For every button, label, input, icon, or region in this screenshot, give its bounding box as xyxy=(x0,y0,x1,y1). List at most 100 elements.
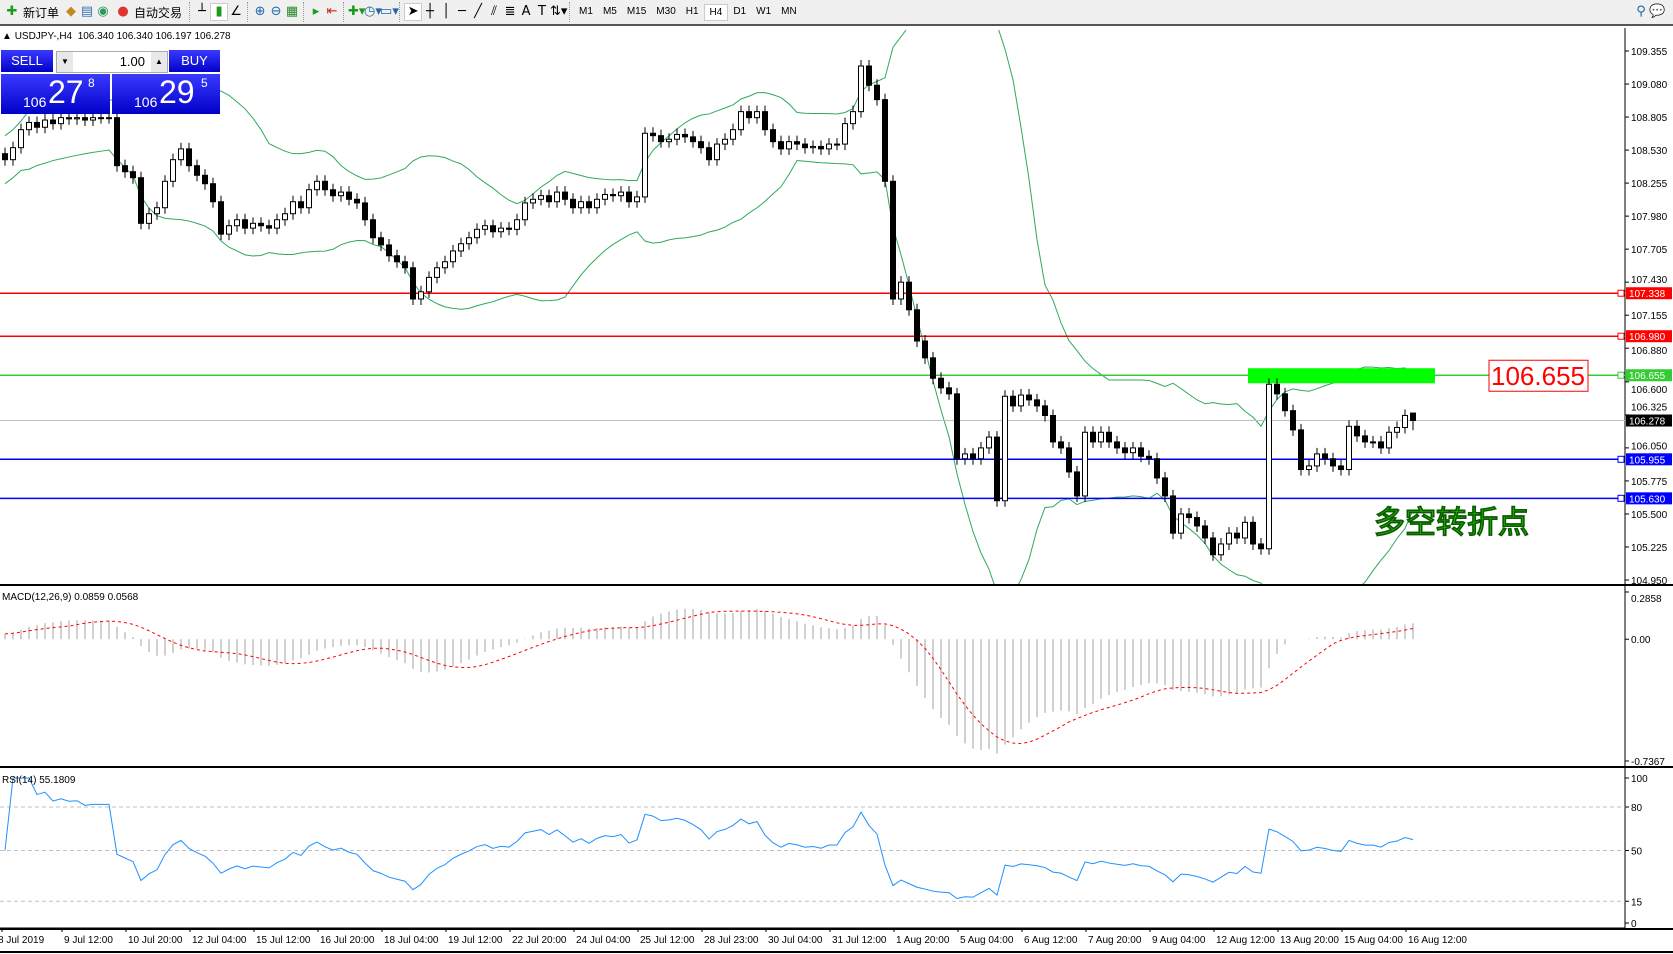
bearish-candle xyxy=(650,132,656,137)
price-tick-label: 109.355 xyxy=(1631,47,1668,58)
separator xyxy=(303,2,305,22)
price-tick-label: 107.980 xyxy=(1631,212,1668,223)
bearish-candle xyxy=(1410,412,1416,422)
indicators-icon[interactable]: ✚▾ xyxy=(348,4,366,19)
text-icon[interactable]: A xyxy=(521,4,531,19)
timeframe-w1[interactable]: W1 xyxy=(756,5,772,17)
lot-decrease-button[interactable]: ▼ xyxy=(57,52,73,72)
bearish-candle xyxy=(138,177,144,224)
bullish-candle xyxy=(162,180,168,209)
horizontal-line-icon[interactable]: ─ xyxy=(458,4,466,19)
bullish-candle xyxy=(26,121,32,131)
time-tick-label: 1 Aug 20:00 xyxy=(896,935,950,946)
bar-chart-icon[interactable]: ┴ xyxy=(198,4,206,19)
bearish-candle xyxy=(1234,532,1240,539)
candlestick-icon[interactable]: ▮ xyxy=(210,3,229,21)
bearish-candle xyxy=(626,191,632,203)
tile-windows-icon[interactable]: ▦ xyxy=(285,4,299,19)
vertical-line-icon[interactable]: │ xyxy=(442,4,450,19)
bearish-candle xyxy=(362,202,368,221)
auto-trading-icon: ● xyxy=(117,4,129,19)
rsi-tick-label: 50 xyxy=(1631,847,1643,858)
templates-icon[interactable]: ▭▾ xyxy=(380,4,399,19)
bearish-candle xyxy=(1042,405,1048,416)
bearish-candle xyxy=(1034,399,1040,407)
auto-scroll-icon[interactable]: ▸ xyxy=(312,4,320,19)
cursor-icon[interactable]: ➤ xyxy=(404,3,423,21)
price-panel xyxy=(0,30,1625,584)
lot-increase-button[interactable]: ▲ xyxy=(151,52,167,72)
sell-price[interactable]: 106 27 8 xyxy=(1,74,110,114)
bullish-candle xyxy=(634,196,640,203)
price-tick-label: 108.255 xyxy=(1631,179,1668,190)
periods-icon[interactable]: ◷▾ xyxy=(364,4,382,19)
bearish-candle xyxy=(354,198,360,204)
bullish-candle xyxy=(826,143,832,150)
bearish-candle xyxy=(802,143,808,149)
buy-price[interactable]: 106 29 5 xyxy=(112,74,220,114)
navigator-icon[interactable]: ◉ xyxy=(97,4,109,19)
bearish-candle xyxy=(746,111,752,119)
timeframe-h1[interactable]: H1 xyxy=(685,5,699,17)
rsi-tick-label: 100 xyxy=(1631,774,1648,785)
arrows-icon[interactable]: ⇅▾ xyxy=(550,4,568,19)
macd-tick-label: 0.00 xyxy=(1631,635,1651,646)
bearish-candle xyxy=(82,117,88,121)
lot-size-stepper[interactable]: ▼ 1.00 ▲ xyxy=(56,51,168,73)
bullish-candle xyxy=(522,202,528,221)
bullish-candle xyxy=(1130,447,1136,454)
new-order-button[interactable]: ✚ 新订单 xyxy=(0,1,63,23)
bearish-candle xyxy=(378,237,384,246)
zoom-in-icon[interactable]: ⊕ xyxy=(254,4,266,19)
channel-icon[interactable]: ⫽ xyxy=(491,4,497,19)
bullish-candle xyxy=(530,198,536,204)
bullish-candle xyxy=(1346,425,1352,471)
timeframe-m1[interactable]: M1 xyxy=(579,5,593,17)
timeframe-m5[interactable]: M5 xyxy=(602,5,617,17)
price-tick-label: 108.530 xyxy=(1631,146,1668,157)
timeframe-mn[interactable]: MN xyxy=(781,5,797,17)
bearish-candle xyxy=(506,227,512,230)
bearish-candle xyxy=(130,171,136,179)
bearish-candle xyxy=(1138,447,1144,457)
bearish-candle xyxy=(1114,441,1120,449)
line-chart-icon[interactable]: ∠ xyxy=(230,4,242,19)
symbol-name: USDJPY-,H4 xyxy=(14,31,73,42)
timeframe-d1[interactable]: D1 xyxy=(733,5,747,17)
auto-trading-button[interactable]: ● 自动交易 xyxy=(111,1,186,23)
bearish-candle xyxy=(954,393,960,460)
timeframe-m15[interactable]: M15 xyxy=(626,5,647,17)
price-tick-label: 105.775 xyxy=(1631,477,1668,488)
bid-price-tag xyxy=(1626,414,1672,427)
bullish-candle xyxy=(1226,532,1232,545)
timeframe-m30[interactable]: M30 xyxy=(656,5,676,17)
crosshair-icon[interactable]: ┼ xyxy=(426,4,434,19)
bullish-candle xyxy=(714,143,720,161)
chat-icon[interactable]: 💬 xyxy=(1649,4,1666,19)
fibonacci-icon[interactable]: ≣ xyxy=(504,4,516,19)
rsi-line xyxy=(4,777,1414,900)
bearish-candle xyxy=(202,174,208,185)
price-tick-label: 107.705 xyxy=(1631,245,1668,256)
bullish-candle xyxy=(730,129,736,140)
market-watch-icon[interactable]: ◆ xyxy=(66,4,77,19)
sell-price-big: 106 xyxy=(23,94,47,110)
trendline-icon[interactable]: ╱ xyxy=(474,4,482,19)
data-window-icon[interactable]: ▤ xyxy=(80,4,94,19)
bullish-candle xyxy=(594,198,600,209)
bearish-candle xyxy=(298,201,304,209)
chart-window[interactable]: 107.338 106.980 106.655 105.955 105.630 106.6… xyxy=(0,26,1673,954)
bearish-candle xyxy=(1154,458,1160,479)
sell-button[interactable]: SELL xyxy=(1,50,53,72)
timeframe-h4[interactable]: H4 xyxy=(703,3,729,21)
bullish-candle xyxy=(1018,394,1024,407)
time-tick-label: 8 Jul 2019 xyxy=(0,935,45,946)
lot-size-input[interactable]: 1.00 xyxy=(119,54,145,69)
search-icon[interactable]: ⚲ xyxy=(1636,4,1646,19)
buy-button[interactable]: BUY xyxy=(169,50,220,72)
text-label-icon[interactable]: T xyxy=(538,4,546,19)
zoom-out-icon[interactable]: ⊖ xyxy=(270,4,282,19)
level-handle xyxy=(1617,371,1625,379)
chart-shift-icon[interactable]: ⇤ xyxy=(326,4,338,19)
bearish-candle xyxy=(794,141,800,145)
